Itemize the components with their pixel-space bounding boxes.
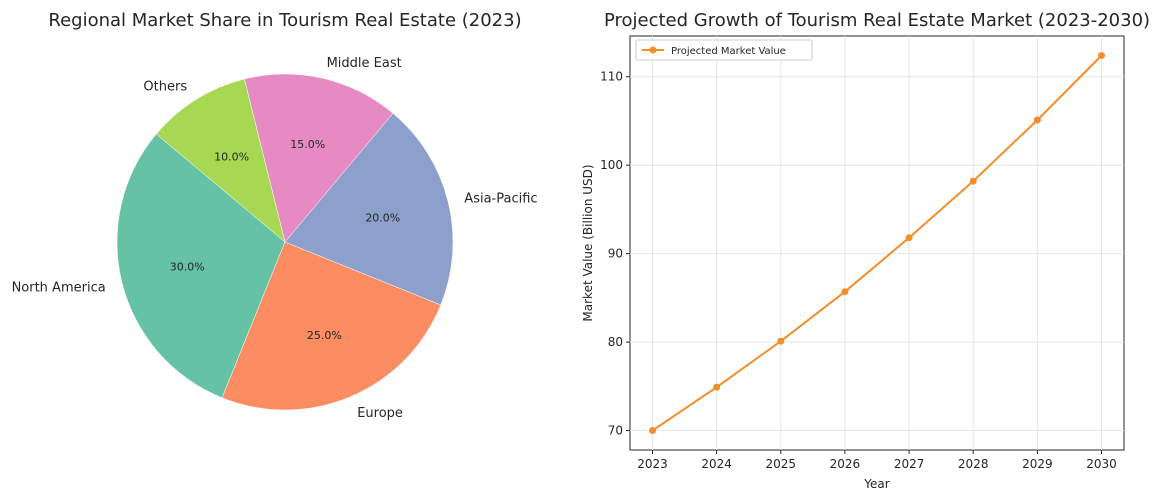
data-point-2027 bbox=[905, 234, 913, 242]
pie-slices bbox=[116, 73, 454, 411]
line-title: Projected Growth of Tourism Real Estate … bbox=[604, 10, 1150, 31]
y-axis-label: Market Value (Billion USD) bbox=[581, 164, 595, 321]
pie-label-asia-pacific: Asia-Pacific bbox=[464, 191, 537, 206]
pie-percent-middle-east: 15.0% bbox=[290, 138, 325, 151]
x-tick-label: 2028 bbox=[958, 457, 989, 471]
y-tick-label: 70 bbox=[608, 424, 623, 438]
legend-marker bbox=[649, 46, 657, 54]
y-tick-label: 100 bbox=[600, 158, 623, 172]
x-tick-label: 2023 bbox=[637, 457, 668, 471]
legend-label: Projected Market Value bbox=[671, 46, 786, 57]
series-line bbox=[651, 54, 1103, 432]
series-markers bbox=[649, 52, 1105, 434]
pie-slice-middle-east bbox=[244, 73, 394, 243]
data-point-2029 bbox=[1033, 116, 1041, 124]
pie-title: Regional Market Share in Tourism Real Es… bbox=[48, 10, 521, 31]
data-point-2023 bbox=[649, 427, 656, 434]
pie-label-europe: Europe bbox=[357, 406, 403, 421]
y-ticks: 70 80 90 100 110 bbox=[600, 70, 630, 438]
data-point-2024 bbox=[713, 383, 721, 391]
plot-area bbox=[629, 35, 1125, 451]
gridlines bbox=[630, 36, 1124, 450]
y-tick-label: 90 bbox=[608, 247, 623, 261]
y-tick-label: 110 bbox=[600, 70, 623, 84]
pie-percent-europe: 25.0% bbox=[307, 329, 342, 342]
x-axis-label: Year bbox=[863, 477, 889, 491]
x-tick-label: 2026 bbox=[830, 457, 861, 471]
pie-percent-others: 10.0% bbox=[214, 151, 249, 164]
pie-slice-asia-pacific bbox=[284, 112, 454, 306]
pie-label-others: Others bbox=[143, 79, 187, 94]
x-tick-label: 2030 bbox=[1086, 457, 1117, 471]
pie-slice-others bbox=[155, 78, 286, 243]
x-tick-label: 2027 bbox=[894, 457, 925, 471]
x-tick-label: 2029 bbox=[1022, 457, 1053, 471]
data-point-2028 bbox=[969, 177, 977, 185]
y-tick-label: 80 bbox=[608, 335, 623, 349]
pie-percent-asia-pacific: 20.0% bbox=[365, 212, 400, 225]
legend: Projected Market Value bbox=[635, 39, 813, 61]
legend-box bbox=[635, 39, 813, 61]
pie-slice-north-america bbox=[116, 133, 286, 399]
x-ticks: 2023 2024 2025 2026 2027 2028 2029 2030 bbox=[637, 450, 1117, 471]
pie-label-middle-east: Middle East bbox=[327, 56, 402, 71]
x-tick-label: 2024 bbox=[701, 457, 732, 471]
data-point-2025 bbox=[777, 337, 785, 345]
pie-label-north-america: North America bbox=[12, 281, 106, 296]
x-tick-label: 2025 bbox=[766, 457, 797, 471]
pie-labels: 30.0% North America 25.0% Europe 20.0% Asia-P… bbox=[12, 56, 538, 421]
data-point-2030 bbox=[1098, 52, 1105, 59]
pie-slice-europe bbox=[221, 241, 442, 411]
pie-percent-north-america: 30.0% bbox=[170, 260, 205, 273]
data-point-2026 bbox=[841, 288, 849, 296]
